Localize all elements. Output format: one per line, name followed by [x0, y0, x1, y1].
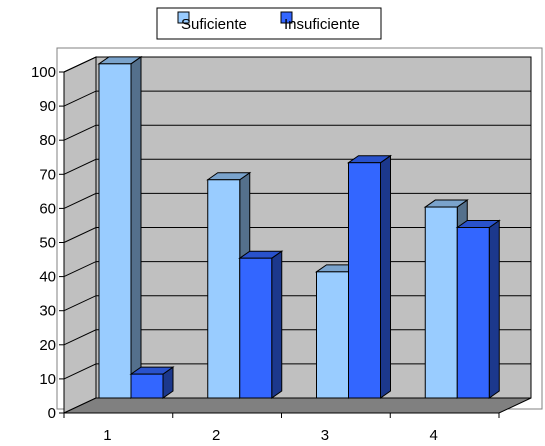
bar-insuficiente-1 [129, 366, 175, 399]
bar-insuficiente-4 [455, 219, 501, 399]
y-tick-label-40: 40 [39, 269, 56, 286]
bar-front [456, 227, 490, 399]
bar-front [316, 271, 349, 399]
legend: Suficiente Insuficiente [156, 7, 382, 40]
bars [97, 55, 501, 399]
y-axis: 0 10 20 30 40 50 60 70 80 90 100 [31, 64, 65, 422]
gridline-100 [63, 56, 531, 73]
y-tick-label-0: 0 [48, 405, 56, 422]
bar-side [380, 154, 391, 399]
legend-swatch [177, 11, 190, 24]
x-tick-label-3: 3 [321, 427, 329, 444]
bar-front [207, 179, 241, 399]
legend-label: Suficiente [181, 16, 247, 33]
chart-floor [63, 397, 532, 414]
y-tick-label-70: 70 [39, 166, 56, 183]
bar-suficiente-1 [97, 55, 143, 399]
bar-front [424, 206, 458, 399]
bar-side [488, 219, 500, 399]
x-tick-label-4: 4 [429, 427, 437, 444]
y-tick-label-50: 50 [39, 235, 56, 252]
x-axis: 1 2 3 4 [63, 412, 500, 444]
bar-front [98, 63, 132, 399]
bar-front [130, 373, 164, 399]
y-tick-label-90: 90 [39, 98, 56, 115]
x-tick-label-1: 1 [103, 427, 111, 444]
gridline-90 [63, 90, 531, 107]
y-tick-label-30: 30 [39, 303, 56, 320]
bar-side [130, 55, 142, 399]
floor-plane [63, 397, 532, 414]
bar-insuficiente-2 [238, 250, 284, 399]
y-tick-label-80: 80 [39, 132, 56, 149]
bar-insuficiente-3 [346, 154, 393, 399]
gridline-80 [63, 124, 531, 141]
y-tick-label-100: 100 [31, 64, 56, 81]
bar-front [348, 162, 381, 399]
legend-item-suficiente: Suficiente [177, 11, 247, 33]
bar-front [239, 257, 273, 399]
x-tick-label-2: 2 [212, 427, 220, 444]
legend-box [156, 7, 382, 40]
y-tick-label-60: 60 [39, 200, 56, 217]
bar-side [271, 250, 283, 399]
legend-label: Insuficiente [284, 16, 360, 33]
legend-swatch [280, 11, 293, 24]
bar-suficiente-4 [423, 199, 469, 399]
legend-item-insuficiente: Insuficiente [280, 11, 360, 33]
y-tick-label-10: 10 [39, 371, 56, 388]
y-tick-label-20: 20 [39, 337, 56, 354]
